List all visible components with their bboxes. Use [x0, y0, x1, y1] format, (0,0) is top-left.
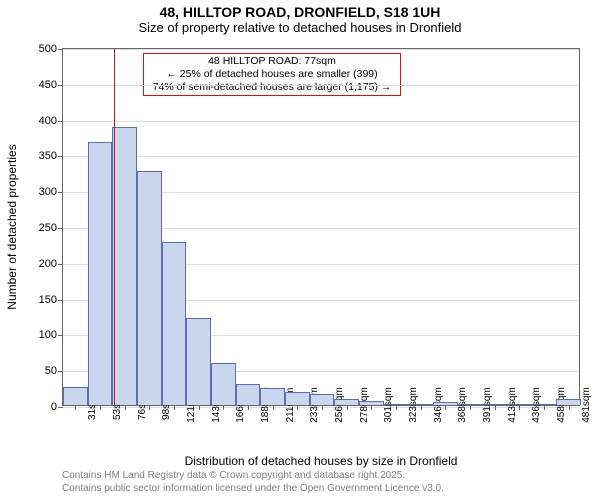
xtick-label: 481sqm [569, 387, 592, 423]
ytick-label: 250 [39, 222, 63, 234]
grid-line [63, 85, 579, 86]
xtick-label: 323sqm [396, 387, 419, 423]
property-annotation-box: 48 HILLTOP ROAD: 77sqm ← 25% of detached… [143, 53, 401, 96]
xtick-label: 368sqm [445, 387, 468, 423]
ytick-label: 200 [39, 258, 63, 270]
ytick-label: 100 [39, 329, 63, 341]
attribution-text: Contains HM Land Registry data © Crown c… [62, 470, 444, 495]
grid-line [63, 156, 579, 157]
y-axis-label: Number of detached properties [5, 144, 19, 309]
xtick-label: 256sqm [322, 387, 345, 423]
xtick-label: 233sqm [297, 387, 320, 423]
ytick-label: 300 [39, 186, 63, 198]
histogram-bar [88, 142, 113, 405]
xtick-label: 346sqm [421, 387, 444, 423]
histogram-bar [162, 242, 187, 405]
xtick-label: 301sqm [371, 387, 394, 423]
histogram-bar [112, 127, 137, 405]
annotation-line-3: 74% of semi-detached houses are larger (… [148, 81, 396, 94]
attribution-line-2: Contains public sector information licen… [62, 483, 444, 496]
property-marker-line [114, 49, 115, 405]
annotation-line-2: ← 25% of detached houses are smaller (39… [148, 68, 396, 81]
ytick-label: 50 [45, 365, 63, 377]
title-main: 48, HILLTOP ROAD, DRONFIELD, S18 1UH [0, 0, 600, 20]
xtick-label: 436sqm [519, 387, 542, 423]
ytick-label: 0 [51, 401, 63, 413]
grid-line [63, 121, 579, 122]
title-sub: Size of property relative to detached ho… [0, 20, 600, 35]
attribution-line-1: Contains HM Land Registry data © Crown c… [62, 470, 444, 483]
ytick-label: 400 [39, 115, 63, 127]
grid-line [63, 49, 579, 50]
annotation-line-1: 48 HILLTOP ROAD: 77sqm [148, 55, 396, 68]
ytick-label: 150 [39, 294, 63, 306]
xtick-label: 458sqm [544, 387, 567, 423]
xtick-label: 391sqm [470, 387, 493, 423]
xtick-label: 278sqm [347, 387, 370, 423]
x-axis-label: Distribution of detached houses by size … [185, 454, 458, 468]
ytick-label: 500 [39, 43, 63, 55]
chart-plot-area: 48 HILLTOP ROAD: 77sqm ← 25% of detached… [62, 48, 580, 406]
ytick-label: 450 [39, 79, 63, 91]
histogram-bar [137, 171, 162, 405]
xtick-label: 413sqm [495, 387, 518, 423]
ytick-label: 350 [39, 150, 63, 162]
